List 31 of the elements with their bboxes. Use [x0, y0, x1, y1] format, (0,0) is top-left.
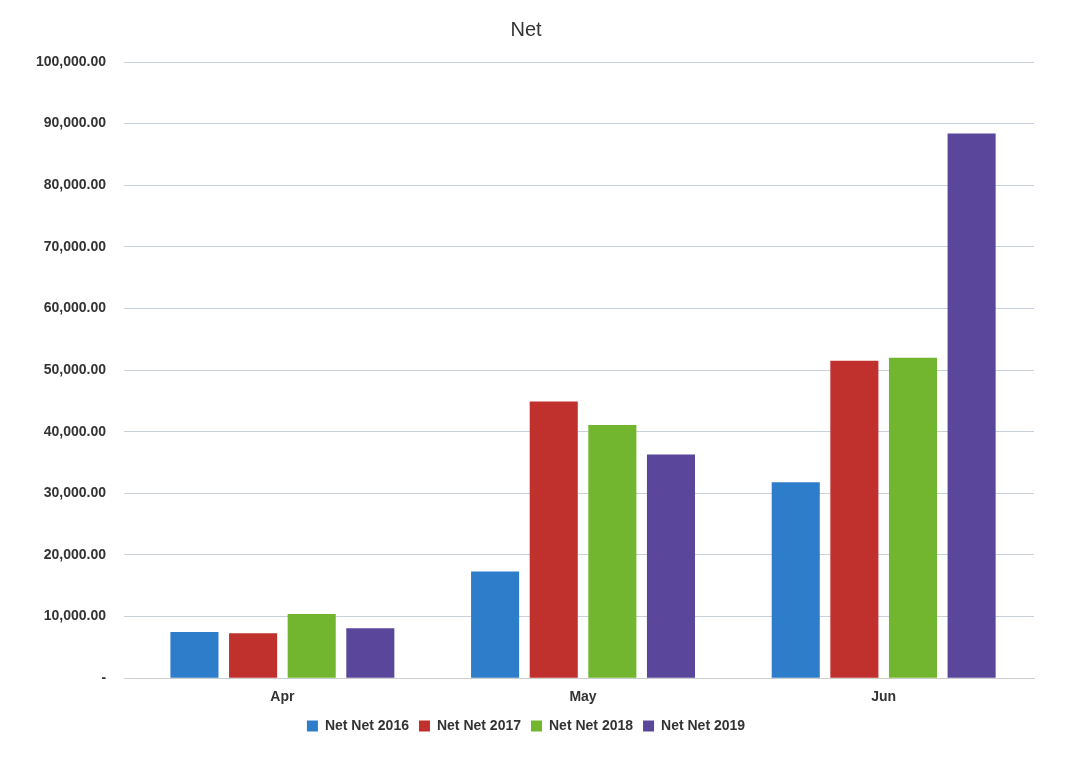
legend-label: Net Net 2016	[324, 716, 410, 733]
bar	[471, 571, 520, 678]
y-tick-label: 60,000.00	[43, 299, 107, 316]
legend-label: Net Net 2018	[549, 716, 634, 733]
bar	[170, 631, 219, 678]
x-tick-label: May	[569, 688, 597, 705]
legend-label: Net Net 2019	[661, 716, 746, 733]
y-tick-label: 70,000.00	[43, 237, 107, 254]
bar	[646, 454, 696, 678]
bar	[588, 424, 637, 678]
bar	[830, 360, 879, 678]
y-tick-label: 20,000.00	[43, 545, 107, 562]
y-tick-label: 100,000.00	[35, 52, 107, 69]
x-tick-label: Apr	[270, 688, 295, 705]
y-tick-label: 40,000.00	[43, 422, 107, 439]
bar	[346, 628, 395, 678]
legend-label: Net Net 2017	[436, 716, 522, 733]
bar	[771, 482, 820, 678]
chart-title: Net	[510, 17, 542, 40]
y-tick-label: 50,000.00	[43, 360, 107, 377]
bar	[529, 401, 578, 678]
bar	[947, 133, 996, 678]
y-tick-label: -	[101, 669, 107, 686]
y-tick-label: 80,000.00	[43, 176, 107, 193]
bar	[888, 357, 938, 678]
x-tick-label: Jun	[871, 688, 897, 705]
y-tick-label: 90,000.00	[43, 114, 107, 131]
bar	[229, 633, 278, 678]
y-tick-label: 30,000.00	[43, 484, 107, 501]
y-tick-label: 10,000.00	[43, 607, 107, 624]
bar	[287, 614, 336, 678]
